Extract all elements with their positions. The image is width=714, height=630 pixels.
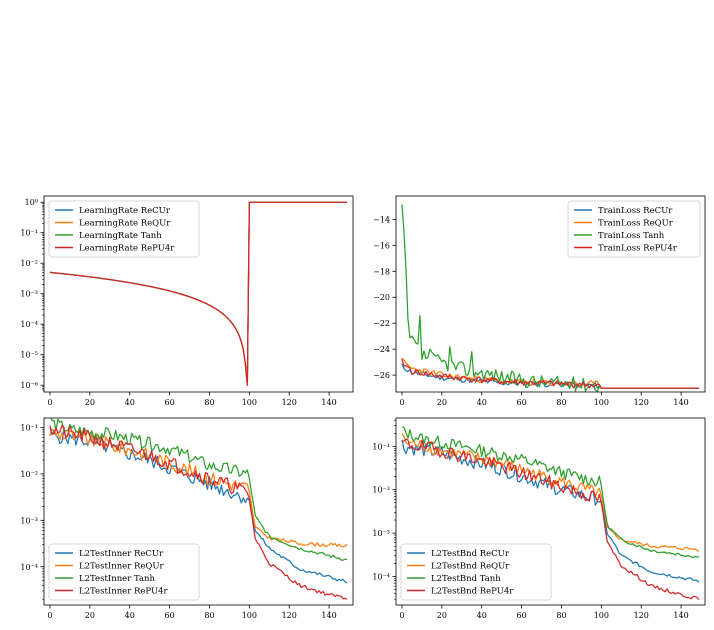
x-tick-label: 80: [556, 398, 566, 407]
x-tick-label: 20: [437, 398, 447, 407]
x-tick-label: 80: [204, 398, 214, 407]
chart-panel-2: 0 20 40 60 80 100 120 140 −26 −24 −22 −20 −18 −16 −14 T…: [373, 195, 706, 407]
chart-panel-1: 0 20 40 60 80 100 120 140 10⁻⁶ 10⁻⁵ 10⁻⁴ 10⁻³ 10⁻² 10…: [20, 195, 354, 407]
x-tick-label: 60: [516, 398, 526, 407]
legend-label: LearningRate Tanh: [79, 231, 162, 241]
legend-label: L2TestInner Tanh: [79, 574, 156, 584]
legend-label: L2TestInner RePU4r: [79, 587, 169, 597]
y-tick-label: 10⁻³: [20, 516, 38, 525]
legend: L2TestBnd ReCUr L2TestBnd ReQUr L2TestBnd …: [400, 543, 552, 601]
plot-frame: [43, 417, 354, 606]
legend-label: L2TestBnd Tanh: [431, 574, 501, 584]
legend-label: L2TestBnd ReQUr: [431, 562, 510, 572]
legend-label: TrainLoss Tanh: [598, 231, 665, 241]
plot-frame: [395, 417, 706, 606]
x-tick-label: 120: [282, 398, 297, 407]
x-tick-label: 20: [437, 611, 447, 620]
series-line-tanh: [401, 426, 700, 559]
x-tick-label: 100: [242, 611, 257, 620]
x-tick-label: 40: [477, 611, 487, 620]
x-tick-label: 140: [321, 398, 336, 407]
y-tick-label: 10⁰: [25, 198, 38, 207]
x-tick-label: 120: [634, 398, 649, 407]
series-line-repu4r: [401, 438, 700, 601]
x-tick-label: 0: [399, 611, 404, 620]
legend-label: L2TestBnd RePU4r: [431, 587, 514, 597]
legend-label: TrainLoss RePU4r: [598, 244, 678, 254]
y-tick-label: 10⁻²: [372, 486, 390, 495]
legend-label: L2TestInner ReCUr: [79, 549, 164, 559]
x-tick-label: 120: [282, 611, 297, 620]
x-tick-label: 60: [164, 611, 174, 620]
y-tick-label: −24: [373, 345, 390, 354]
x-tick-label: 60: [516, 611, 526, 620]
x-tick-label: 40: [125, 398, 135, 407]
legend-label: TrainLoss ReQUr: [598, 219, 674, 229]
x-tick-label: 60: [164, 398, 174, 407]
series-line-repu4r: [401, 358, 700, 389]
chart-panel-3: 0 20 40 60 80 100 120 140 10⁻⁴ 10⁻³ 10⁻² 10⁻¹ L2Test…: [20, 417, 354, 620]
legend: L2TestInner ReCUr L2TestInner ReQUr L2Test…: [48, 543, 200, 601]
series-line-repu4r: [49, 201, 348, 386]
y-tick-label: 10⁻⁴: [20, 320, 38, 329]
series-line-repu4r: [49, 424, 348, 600]
legend-label: LearningRate RePU4r: [79, 244, 175, 254]
chart-panel-4: 0 20 40 60 80 100 120 140 10⁻⁴ 10⁻³ 10⁻² 10⁻¹ L2Test…: [372, 417, 706, 620]
series-line-requr: [401, 432, 700, 552]
x-tick-label: 120: [634, 611, 649, 620]
legend-box: [567, 200, 701, 258]
y-tick-label: −18: [373, 267, 390, 276]
x-tick-label: 100: [242, 398, 257, 407]
y-tick-label: 10⁻¹: [372, 442, 390, 451]
y-tick-label: 10⁻³: [372, 529, 390, 538]
legend-box: [48, 543, 200, 601]
x-tick-label: 100: [594, 398, 609, 407]
y-tick-label: −14: [373, 215, 390, 224]
y-tick-label: −16: [373, 241, 390, 250]
legend-label: LearningRate ReQUr: [79, 219, 171, 229]
x-tick-label: 80: [556, 611, 566, 620]
series-line-requr: [49, 428, 348, 548]
y-tick-label: 10⁻¹: [20, 423, 38, 432]
legend-label: L2TestInner ReQUr: [79, 562, 165, 572]
legend-label: TrainLoss ReCUr: [598, 206, 673, 216]
y-tick-label: 10⁻¹: [20, 229, 38, 238]
y-tick-label: −26: [373, 371, 390, 380]
x-tick-label: 0: [47, 398, 52, 407]
y-tick-label: 10⁻³: [20, 290, 38, 299]
legend-label: L2TestBnd ReCUr: [431, 549, 510, 559]
x-tick-label: 140: [673, 611, 688, 620]
y-tick-label: 10⁻⁴: [372, 572, 390, 581]
y-tick-label: 10⁻²: [20, 470, 38, 479]
y-tick-label: −22: [373, 319, 390, 328]
legend-box: [48, 200, 200, 258]
x-tick-label: 80: [204, 611, 214, 620]
x-tick-label: 140: [673, 398, 688, 407]
x-tick-label: 40: [477, 398, 487, 407]
y-tick-label: 10⁻²: [20, 259, 38, 268]
x-tick-label: 100: [594, 611, 609, 620]
legend-box: [400, 543, 552, 601]
y-tick-label: 10⁻⁶: [20, 381, 38, 390]
series-line-tanh: [50, 418, 348, 561]
legend: TrainLoss ReCUr TrainLoss ReQUr TrainLoss …: [567, 200, 701, 258]
x-tick-label: 140: [321, 611, 336, 620]
y-tick-label: 10⁻⁵: [20, 351, 38, 360]
x-tick-label: 0: [47, 611, 52, 620]
legend-label: LearningRate ReCUr: [79, 206, 171, 216]
x-tick-label: 20: [85, 398, 95, 407]
y-tick-label: −20: [373, 293, 390, 302]
plot-frame: [395, 195, 706, 393]
x-tick-label: 40: [125, 611, 135, 620]
x-tick-label: 0: [399, 398, 404, 407]
y-tick-label: 10⁻⁴: [20, 563, 38, 572]
x-tick-label: 20: [85, 611, 95, 620]
legend: LearningRate ReCUr LearningRate ReQUr Lear…: [48, 200, 200, 258]
